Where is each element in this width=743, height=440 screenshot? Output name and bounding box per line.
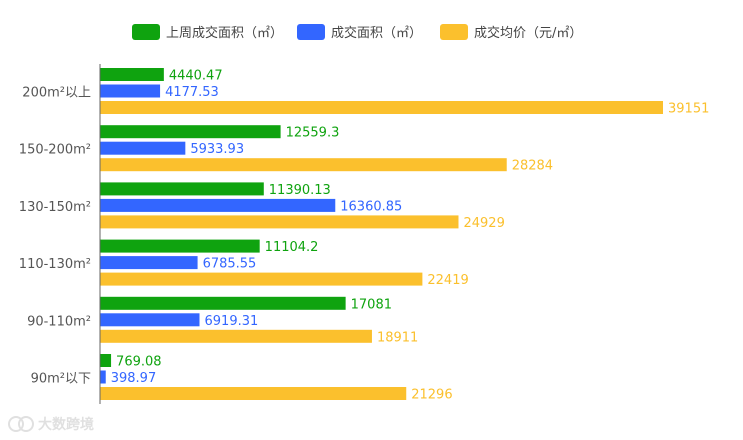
value-label-2-4: 6785.55 bbox=[203, 257, 257, 272]
value-label-1-2: 12559.3 bbox=[286, 126, 340, 141]
bar-2-2[interactable] bbox=[100, 141, 186, 155]
bar-2-3[interactable] bbox=[100, 198, 336, 212]
value-label-2-5: 6919.31 bbox=[205, 314, 259, 329]
value-label-2-6: 398.97 bbox=[111, 371, 157, 386]
bar-3-6[interactable] bbox=[100, 387, 407, 400]
bar-2-6[interactable] bbox=[100, 370, 106, 384]
watermark-text: 大数跨境 bbox=[38, 416, 94, 433]
value-label-3-4: 22419 bbox=[427, 273, 468, 288]
value-label-1-4: 11104.2 bbox=[265, 240, 319, 255]
category-label-3: 130-150m² bbox=[19, 200, 91, 215]
value-label-1-6: 769.08 bbox=[116, 355, 162, 370]
bar-2-1[interactable] bbox=[100, 84, 161, 98]
bar-3-4[interactable] bbox=[100, 272, 423, 286]
value-label-2-3: 16360.85 bbox=[340, 199, 402, 214]
value-label-1-1: 4440.47 bbox=[169, 69, 223, 84]
value-label-3-5: 18911 bbox=[377, 330, 418, 345]
bar-1-6[interactable] bbox=[100, 354, 112, 367]
bar-1-4[interactable] bbox=[100, 239, 260, 253]
bar-1-3[interactable] bbox=[100, 182, 264, 196]
value-label-1-5: 17081 bbox=[351, 297, 392, 312]
category-label-4: 110-130m² bbox=[19, 257, 91, 272]
legend-label-2[interactable]: 成交面积（㎡） bbox=[331, 25, 422, 41]
legend-label-3[interactable]: 成交均价（元/㎡） bbox=[474, 25, 582, 41]
legend-swatch-1[interactable] bbox=[132, 24, 160, 40]
bar-1-1[interactable] bbox=[100, 68, 164, 81]
brand-logo-icon bbox=[8, 416, 34, 432]
category-axis: 200m²以上 150-200m² 130-150m² 110-130m² 90-110… bbox=[19, 86, 91, 387]
chart-legend: 上周成交面积（㎡） 成交面积（㎡） 成交均价（元/㎡） bbox=[132, 24, 582, 41]
category-label-5: 90-110m² bbox=[27, 314, 91, 329]
value-label-2-2: 5933.93 bbox=[190, 142, 244, 157]
value-label-3-3: 24929 bbox=[463, 216, 504, 231]
watermark: 大数跨境 bbox=[8, 416, 94, 433]
bar-2-5[interactable] bbox=[100, 313, 200, 327]
value-label-3-2: 28284 bbox=[512, 159, 553, 174]
legend-label-1[interactable]: 上周成交面积（㎡） bbox=[166, 25, 283, 41]
category-label-2: 150-200m² bbox=[19, 143, 91, 158]
category-label-1: 200m²以上 bbox=[22, 86, 91, 101]
legend-swatch-2[interactable] bbox=[297, 24, 325, 40]
value-label-2-1: 4177.53 bbox=[165, 85, 219, 100]
bar-1-5[interactable] bbox=[100, 296, 346, 310]
value-label-3-1: 39151 bbox=[668, 102, 709, 117]
bar-3-5[interactable] bbox=[100, 329, 372, 343]
bar-3-2[interactable] bbox=[100, 158, 507, 172]
value-label-1-3: 11390.13 bbox=[269, 183, 331, 198]
bar-2-4[interactable] bbox=[100, 256, 198, 270]
bar-1-2[interactable] bbox=[100, 125, 281, 139]
bar-3-3[interactable] bbox=[100, 215, 459, 229]
bar-3-1[interactable] bbox=[100, 101, 663, 114]
value-label-3-6: 21296 bbox=[411, 388, 452, 403]
legend-swatch-3[interactable] bbox=[440, 24, 468, 40]
category-label-6: 90m²以下 bbox=[31, 372, 91, 387]
